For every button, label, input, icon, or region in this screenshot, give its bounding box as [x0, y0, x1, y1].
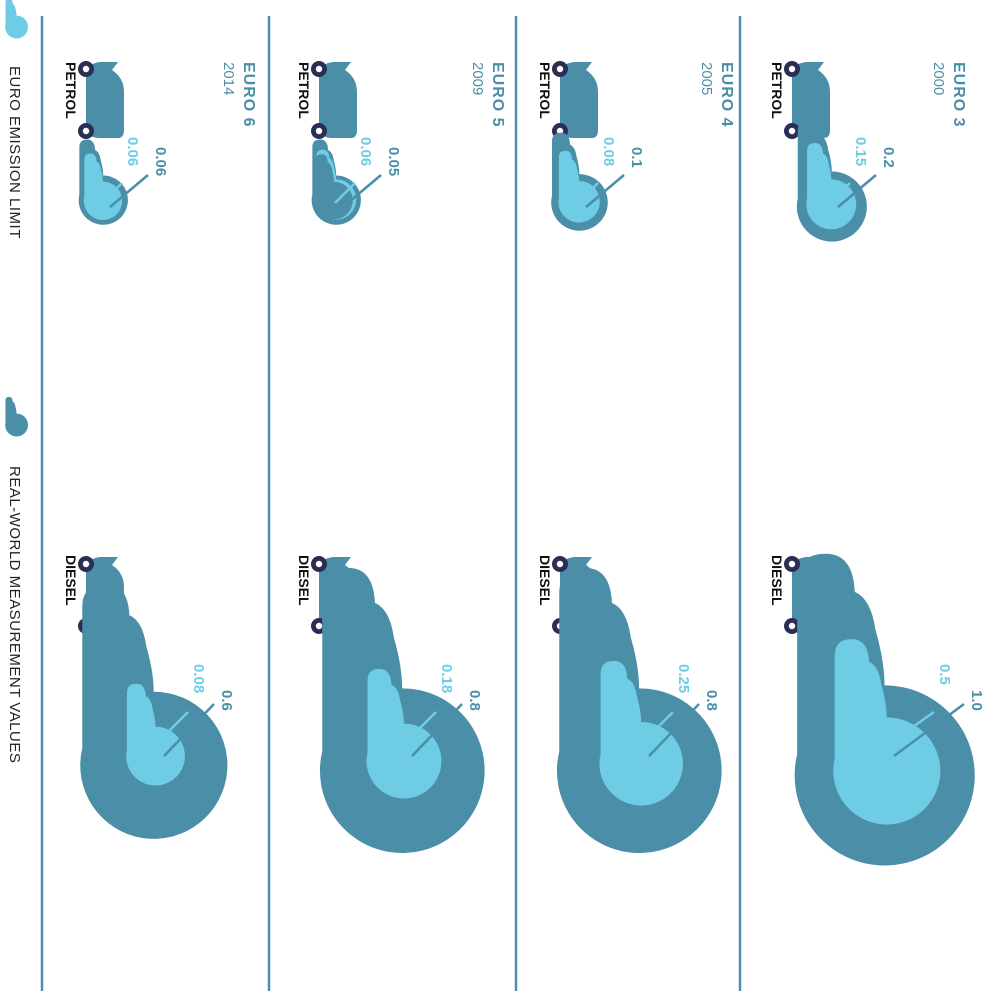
petrol-group: PETROL 0.05 0.06 — [296, 61, 402, 225]
diesel-real-leader — [411, 703, 463, 757]
petrol-real-leader — [109, 174, 149, 208]
petrol-group: PETROL 0.2 0.15 — [769, 61, 897, 242]
standard-year: 2014 — [220, 62, 237, 95]
car-wheel-hub — [315, 622, 323, 630]
petrol-label: PETROL — [63, 62, 79, 119]
car-wheel-hub — [556, 127, 564, 135]
standard-rows: EURO 32000PETROL0.20.15DIESEL1.00.5EURO … — [63, 61, 985, 866]
car-wheel-hub — [556, 560, 564, 568]
petrol-real-puff — [315, 154, 353, 220]
diesel-limit-leader — [397, 711, 437, 751]
diesel-real-value: 0.6 — [218, 690, 235, 711]
diesel-limit-puff — [833, 639, 941, 825]
diesel-limit-leader — [634, 711, 674, 751]
car-wheel-hub — [82, 65, 90, 73]
car-wheel-hub — [556, 65, 564, 73]
legend-real-label: REAL-WORLD MEASUREMENT VALUES — [6, 466, 23, 763]
standard-name: EURO 6 — [240, 62, 257, 128]
car-icon — [552, 61, 598, 139]
diesel-limit-puff — [599, 660, 683, 806]
standard-year: 2000 — [930, 62, 947, 95]
standard-name: EURO 4 — [718, 62, 735, 128]
petrol-label: PETROL — [769, 62, 785, 119]
petrol-group: PETROL 0.06 0.06 — [63, 61, 169, 225]
petrol-real-leader — [585, 174, 625, 208]
diesel-label: DIESEL — [63, 555, 79, 606]
diesel-label: DIESEL — [769, 555, 785, 606]
petrol-real-value: 0.1 — [628, 147, 645, 168]
petrol-limit-value: 0.15 — [852, 137, 869, 166]
legend: EURO EMISSION LIMIT REAL-WORLD MEASUREMEN… — [5, 0, 29, 763]
petrol-limit-leader — [829, 182, 851, 204]
standard-year: 2009 — [469, 62, 486, 95]
legend-limit-swatch — [5, 0, 29, 39]
diesel-real-value: 1.0 — [968, 690, 985, 711]
car-wheel-hub — [315, 560, 323, 568]
petrol-label: PETROL — [296, 62, 312, 119]
diesel-limit-value: 0.25 — [675, 664, 692, 693]
petrol-limit-leader — [101, 182, 123, 204]
standard-year: 2005 — [698, 62, 715, 95]
petrol-limit-value: 0.08 — [600, 137, 617, 166]
car-wheel-hub — [315, 65, 323, 73]
petrol-group: PETROL 0.1 0.08 — [537, 61, 645, 231]
petrol-real-value: 0.06 — [152, 147, 169, 176]
petrol-real-value: 0.05 — [385, 147, 402, 176]
petrol-real-leader — [837, 174, 877, 208]
diesel-real-leader — [163, 703, 215, 757]
petrol-limit-value: 0.06 — [124, 137, 141, 166]
diesel-limit-leader — [879, 710, 935, 752]
car-body — [792, 62, 830, 138]
diesel-group: DIESEL 0.6 0.08 — [63, 555, 235, 839]
standard-name: EURO 5 — [489, 62, 506, 128]
diesel-limit-puff — [366, 668, 442, 799]
car-body — [86, 62, 124, 138]
diesel-group: DIESEL 0.8 0.18 — [296, 555, 485, 854]
dividers — [40, 16, 742, 991]
diesel-label: DIESEL — [537, 555, 553, 606]
diesel-group: DIESEL 0.8 0.25 — [537, 555, 722, 854]
diesel-limit-value: 0.5 — [936, 664, 953, 685]
diesel-limit-leader — [149, 711, 189, 751]
diesel-real-puff — [80, 584, 228, 839]
car-wheel-hub — [788, 622, 796, 630]
diesel-group: DIESEL 1.0 0.5 — [769, 553, 985, 866]
car-wheel-hub — [315, 127, 323, 135]
petrol-limit-puff — [806, 142, 857, 230]
petrol-limit-leader — [334, 182, 356, 204]
diesel-real-leader — [893, 702, 965, 758]
petrol-label: PETROL — [537, 62, 553, 119]
petrol-limit-value: 0.06 — [357, 137, 374, 166]
diesel-real-value: 0.8 — [466, 690, 483, 711]
petrol-limit-leader — [577, 182, 599, 204]
legend-limit-label: EURO EMISSION LIMIT — [6, 66, 23, 239]
diesel-label: DIESEL — [296, 555, 312, 606]
diesel-limit-puff — [126, 683, 185, 786]
car-wheel-hub — [788, 127, 796, 135]
diesel-limit-value: 0.08 — [190, 664, 207, 693]
car-wheel-hub — [82, 127, 90, 135]
legend-real-swatch — [5, 396, 29, 437]
car-wheel-hub — [788, 560, 796, 568]
car-wheel-hub — [82, 560, 90, 568]
car-icon — [784, 61, 830, 139]
standard-name: EURO 3 — [950, 62, 967, 128]
car-icon — [311, 61, 357, 139]
diesel-limit-value: 0.18 — [438, 664, 455, 693]
car-body — [560, 62, 598, 138]
diesel-real-leader — [648, 703, 700, 757]
diesel-real-value: 0.8 — [703, 690, 720, 711]
petrol-real-value: 0.2 — [880, 147, 897, 168]
car-body — [319, 62, 357, 138]
car-icon — [78, 61, 124, 139]
petrol-real-leader — [342, 174, 382, 208]
car-wheel-hub — [788, 65, 796, 73]
